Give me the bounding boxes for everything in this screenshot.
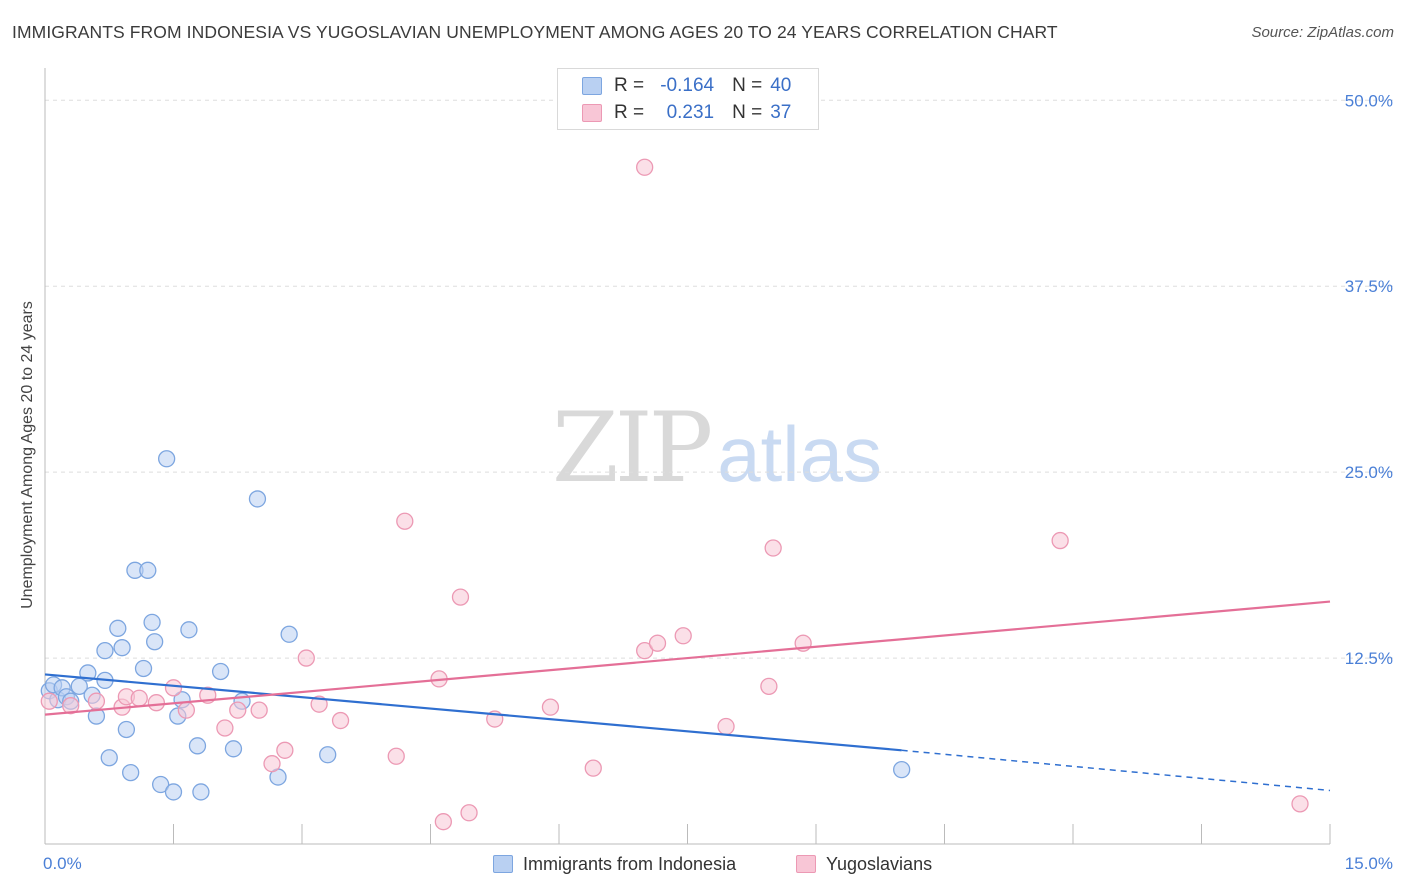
x-tick-label: 0.0% [43,854,82,873]
legend-item-yugoslavians: Yugoslavians [796,852,932,876]
yugoslavian-point [396,512,414,530]
indonesia-point [134,659,153,678]
yugoslavian-point [164,679,183,697]
legend-swatch-pink [582,104,602,122]
yugoslavian-point [1051,531,1069,550]
yugoslavian-point [87,692,106,710]
yugoslavian-point [62,697,80,715]
yugoslavian-point [636,641,654,660]
indonesia-point [157,450,176,468]
yugoslavian-point [263,755,281,773]
n-label: N = [732,75,763,96]
source-label: Source: ZipAtlas.com [1251,24,1394,41]
legend-row-yugoslavians: R = 0.231 N = 37 [582,101,791,125]
indonesia-point [192,783,210,801]
yugoslavian-point [1291,795,1309,813]
r-value: 0.231 [666,102,715,123]
yugoslavian-point [764,539,782,557]
yugoslavian-point [451,588,470,606]
indonesia-point [188,737,207,755]
indonesia-point [280,625,298,643]
y-tick-label: 12.5% [1345,649,1393,668]
indonesia-point [113,639,131,657]
yugoslavian-point [229,701,247,719]
r-label: R = [614,75,645,96]
legend-row-indonesia: R = -0.164 N = 40 [582,74,791,98]
legend-label: Immigrants from Indonesia [523,853,737,874]
indonesia-point [146,633,164,651]
indonesia-point [100,749,118,767]
legend-label: Yugoslavians [826,853,933,874]
indonesia-point [109,619,127,637]
watermark-zip: ZIP [552,392,713,504]
yugoslavian-point [147,694,166,712]
yugoslavian-point [636,158,654,176]
yugoslavian-point [297,649,315,667]
yugoslavian-point [250,701,268,719]
yugoslavian-point [40,692,58,710]
correlation-legend: R = -0.164 N = 40 R = 0.231 N = 37 [557,68,819,130]
indonesia-point [151,775,170,794]
y-axis-label: Unemployment Among Ages 20 to 24 years [19,301,36,609]
yugoslavian-point [387,747,405,765]
x-tick-label: 15.0% [1345,854,1393,873]
indonesia-trend-extension [901,749,1331,792]
indonesia-point [224,740,243,758]
n-value: 40 [770,75,792,96]
watermark: ZIP atlas [552,400,882,497]
watermark-atlas: atlas [717,410,882,498]
legend-swatch-pink [796,855,816,873]
yugoslavian-point [434,813,453,831]
indonesia-point [122,763,140,782]
indonesia-point [319,746,337,764]
yugoslavian-point [648,634,667,652]
r-value: -0.164 [660,75,715,96]
yugoslavian-point [760,677,778,695]
indonesia-point [117,720,136,739]
indonesia-point [248,490,267,508]
indonesia-point [893,760,911,779]
yugoslavian-point [460,804,478,822]
yugoslavian-point [674,627,692,645]
legend-swatch-blue [493,855,513,873]
indonesia-point [96,641,114,660]
indonesia-point [143,613,161,632]
y-tick-label: 37.5% [1345,277,1393,296]
yugoslavian-point [130,689,148,707]
legend-item-indonesia: Immigrants from Indonesia [493,852,736,876]
yugoslavian-point [276,741,294,759]
yugoslavian-point [177,701,196,719]
indonesia-point [164,783,183,801]
yugoslavian-trend-line [44,600,1331,716]
n-label: N = [732,102,763,123]
yugoslavian-point [310,695,328,713]
yugoslavian-point [331,711,350,730]
indonesia-point [211,662,230,681]
y-tick-label: 50.0% [1345,91,1393,110]
r-label: R = [614,102,645,123]
yugoslavian-point [584,759,602,777]
y-tick-label: 25.0% [1345,463,1393,482]
yugoslavian-point [541,698,560,716]
legend-swatch-blue [582,77,602,95]
yugoslavian-point [216,719,234,737]
indonesia-trend-line [44,673,902,752]
chart-title: IMMIGRANTS FROM INDONESIA VS YUGOSLAVIAN… [12,22,1058,42]
indonesia-point [139,561,157,579]
indonesia-point [180,621,198,639]
n-value: 37 [770,102,792,123]
yugoslavian-point [717,717,735,736]
